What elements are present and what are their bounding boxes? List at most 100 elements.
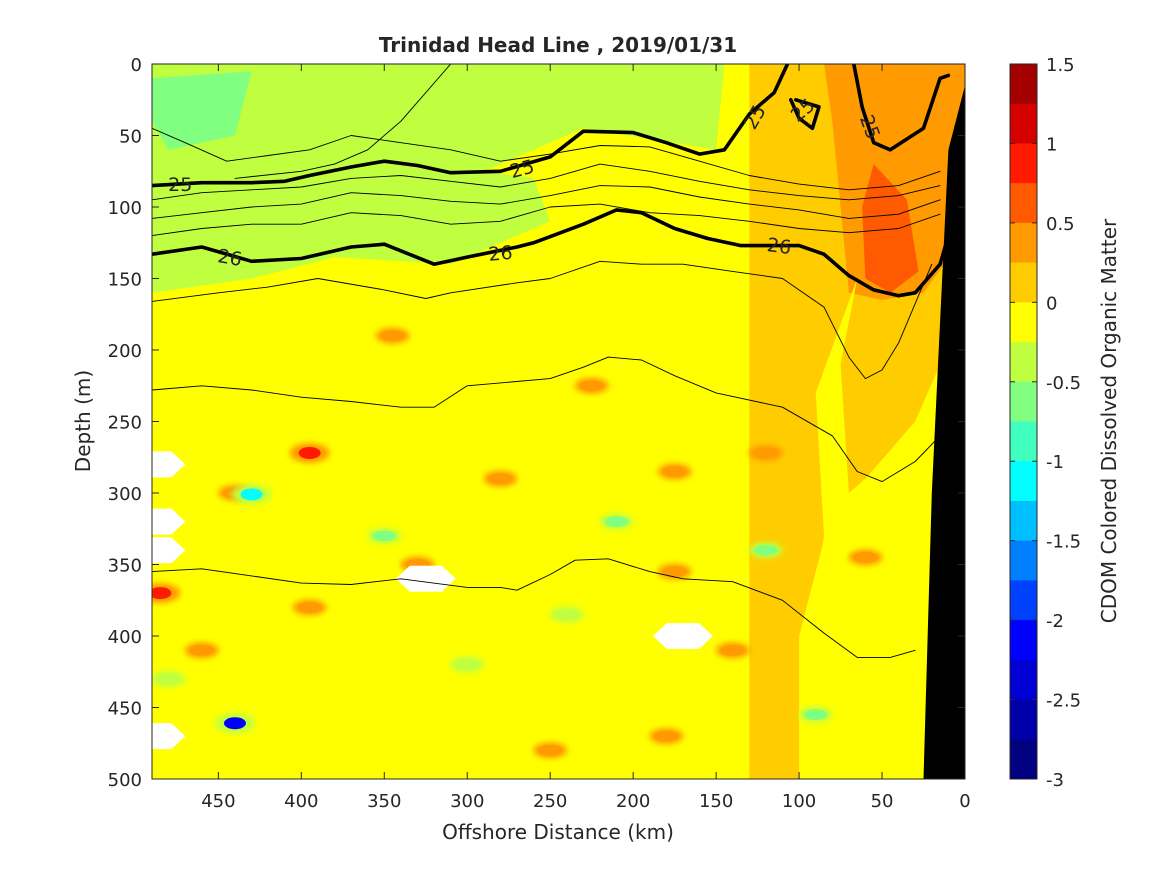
missing-data-cell [395, 565, 456, 592]
heatmap-spot [554, 609, 579, 621]
x-axis-label: Offshore Distance (km) [442, 820, 674, 844]
isopycnal-contour [152, 558, 916, 658]
contour-lines [152, 64, 959, 658]
heatmap-region [862, 164, 919, 293]
missing-data-cell [152, 537, 186, 564]
isopycnal-contour [152, 127, 941, 191]
heatmap-spot [488, 473, 513, 485]
x-tick-label: 300 [450, 791, 484, 812]
colorbar-tick-label: 1.5 [1046, 55, 1075, 76]
y-tick-label: 450 [108, 699, 142, 720]
y-tick-label: 200 [108, 341, 142, 362]
contour-label: 26 [216, 245, 244, 271]
y-axis-label: Depth (m) [71, 370, 95, 472]
colorbar-swatch [1010, 262, 1037, 303]
heatmap-spots [152, 327, 883, 759]
heatmap-spot [223, 717, 246, 730]
heatmap-spot [297, 601, 322, 613]
colorbar-swatch [1010, 540, 1037, 581]
colorbar-tick-label: -0.5 [1046, 373, 1081, 394]
heatmap-spot [240, 488, 263, 501]
isopycnal-contour-labeled [852, 64, 951, 152]
colorbar-tick-label: -2 [1046, 611, 1064, 632]
chart-title: Trinidad Head Line , 2019/01/31 [379, 33, 737, 57]
x-tick-label: 100 [782, 791, 816, 812]
y-tick-label: 0 [131, 55, 142, 76]
colorbar-swatch [1010, 620, 1037, 661]
x-tick-label: 150 [699, 791, 733, 812]
heatmap-spot [156, 673, 181, 685]
colorbar-swatch [1010, 421, 1037, 462]
x-tick-label: 50 [871, 791, 894, 812]
contour-label-group: 26 [766, 234, 793, 259]
colorbar-tick-label: 0 [1046, 293, 1057, 314]
bathymetry-mask [923, 85, 965, 779]
x-tick-label: 400 [284, 791, 318, 812]
heatmap-spot [298, 446, 321, 459]
colorbar-frame [1009, 63, 1038, 780]
isopycnal-contour-labeled [789, 98, 821, 131]
heatmap-region [815, 64, 965, 300]
x-tick-label: 0 [959, 791, 970, 812]
y-tick-label: 300 [108, 484, 142, 505]
contour-label: 25 [168, 174, 192, 196]
colorbar-swatch [1010, 739, 1037, 780]
contour-label: 26 [766, 234, 793, 259]
y-tick-label: 50 [119, 127, 142, 148]
heatmap-spot [189, 644, 214, 656]
heatmap-spot [604, 516, 629, 528]
contour-label-group: 25 [168, 174, 192, 196]
isopycnal-contour [234, 64, 452, 179]
colorbar-swatch [1010, 64, 1037, 105]
heatmap-spot [853, 551, 878, 563]
isopycnal-contour-labeled [152, 64, 790, 188]
heatmap-spot [803, 709, 828, 721]
x-tick-label: 350 [367, 791, 401, 812]
contour-label-group: 26 [487, 242, 513, 266]
missing-data-cell [152, 723, 186, 750]
heatmap-spot [152, 587, 172, 600]
x-tick-label: 200 [616, 791, 650, 812]
y-tick-label: 150 [108, 270, 142, 291]
missing-data-cell [652, 623, 713, 649]
missing-data-cell [152, 451, 186, 478]
colorbar-tick-label: 1 [1046, 134, 1057, 155]
heatmap-spot [720, 644, 745, 656]
colorbar-swatch [1010, 461, 1037, 502]
colorbar-tick-label: -1 [1046, 452, 1064, 473]
colorbar: 1.5 1 0.5 0 -0.5 -1 -1.5 -2 -2.5 -3 [1009, 55, 1081, 791]
isopycnal-contour [152, 260, 933, 380]
heatmap-spot [538, 744, 563, 756]
colorbar-tick-label: -2.5 [1046, 691, 1081, 712]
colorbar-swatch [1010, 183, 1037, 224]
heatmap-spot [753, 544, 778, 556]
y-tick-label: 250 [108, 413, 142, 434]
isopycnal-contour [152, 163, 941, 201]
heatmap-spot [654, 730, 679, 742]
colorbar-swatch [1010, 500, 1037, 542]
contour-label-group: 26 [216, 245, 244, 271]
heatmap-region [152, 71, 252, 150]
colorbar-label: CDOM Colored Dissolved Organic Matter [1097, 218, 1121, 623]
contour-label: 26 [487, 242, 513, 266]
colorbar-swatch [1010, 103, 1037, 144]
colorbar-swatch [1010, 302, 1037, 343]
colorbar-swatch [1010, 699, 1037, 740]
heatmap-spot [455, 659, 480, 671]
heatmap-spot [662, 566, 687, 578]
isopycnal-contour [152, 203, 941, 237]
heatmap-spot [579, 380, 604, 392]
colorbar-tick-label: -3 [1046, 770, 1064, 791]
y-tick-label: 100 [108, 198, 142, 219]
heatmap-spot [380, 330, 405, 342]
y-axis: 0 50 100 150 200 250 300 350 400 450 500 [108, 55, 965, 791]
x-tick-label: 250 [533, 791, 567, 812]
isopycnal-contour [152, 356, 941, 483]
colorbar-swatch [1010, 659, 1037, 701]
heatmap-region [152, 64, 725, 186]
colorbar-swatch [1010, 342, 1037, 383]
heatmap-spot [662, 466, 687, 478]
colorbar-swatch [1010, 222, 1037, 264]
